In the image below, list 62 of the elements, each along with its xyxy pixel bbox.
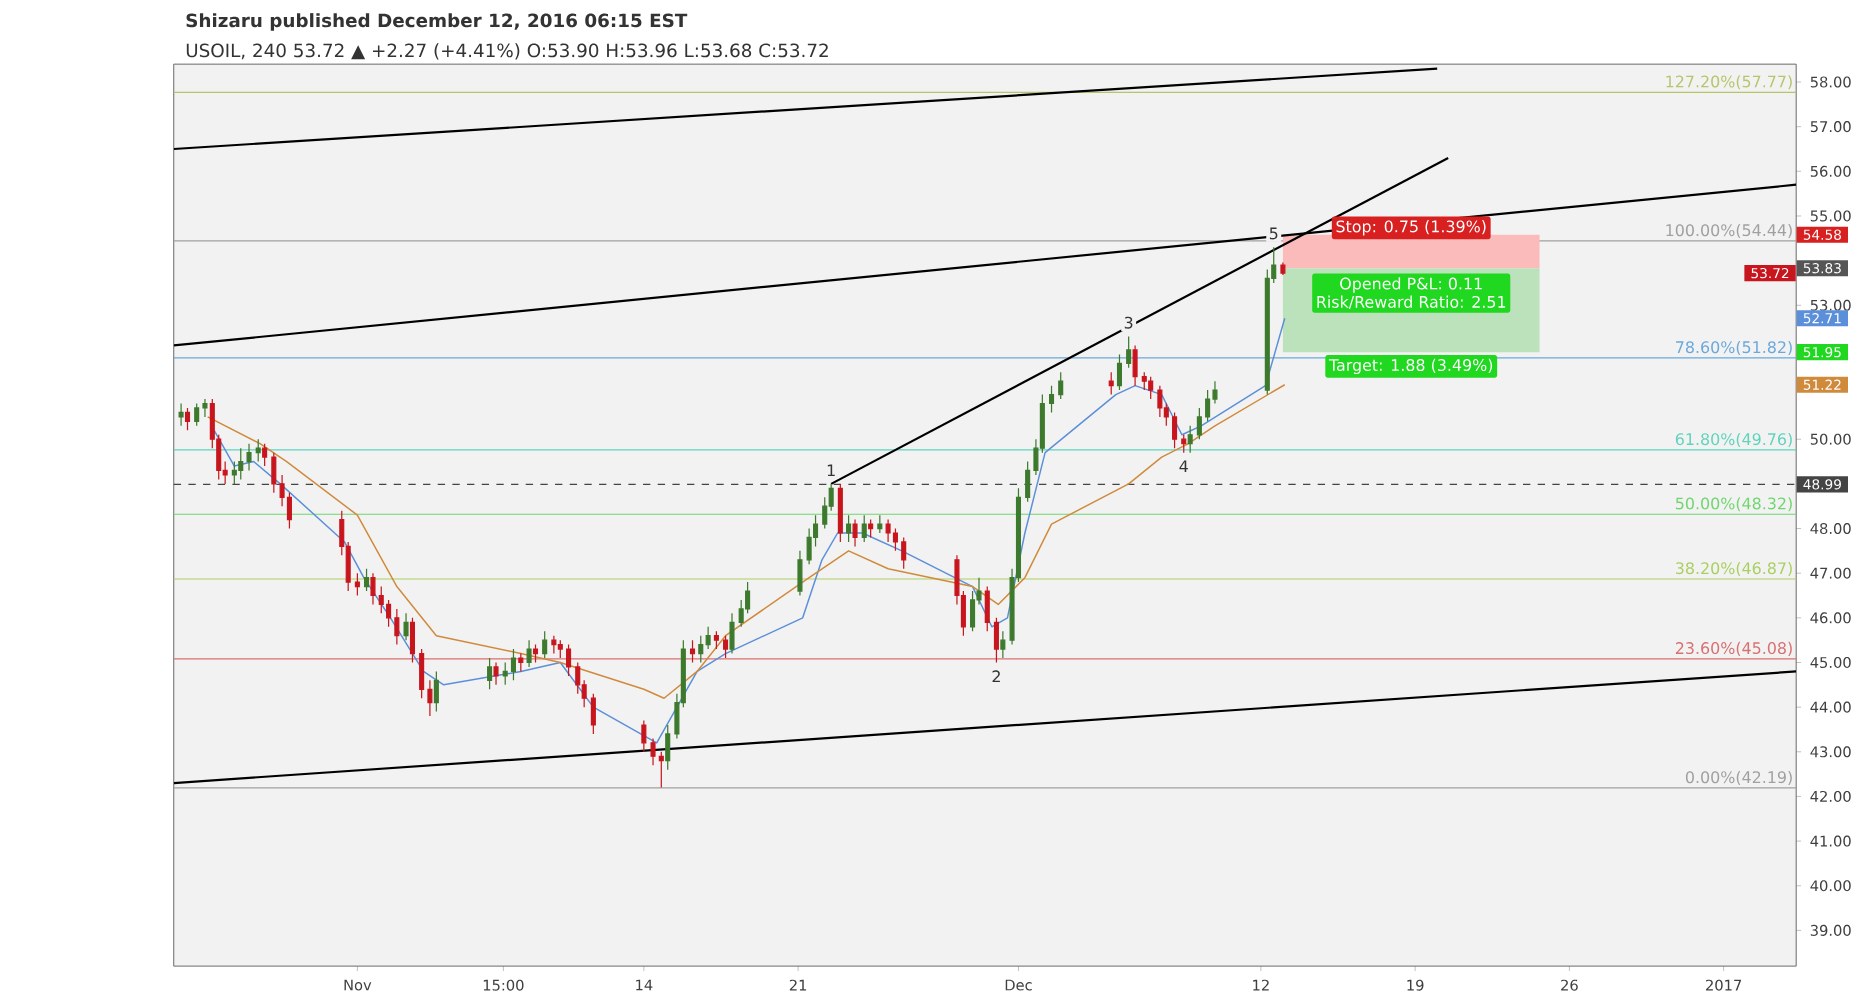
candlestick	[729, 612, 735, 655]
candlestick	[984, 585, 990, 632]
candlestick	[1181, 434, 1187, 454]
candlestick	[526, 639, 532, 668]
candlestick	[723, 634, 729, 659]
candlestick	[1148, 375, 1154, 400]
line-series	[213, 317, 1286, 744]
candlestick	[238, 447, 244, 480]
candlestick	[184, 407, 191, 431]
candlestick	[837, 483, 843, 543]
candlestick	[542, 630, 548, 659]
candlestick	[641, 719, 647, 753]
candlestick	[877, 514, 883, 534]
candlestick	[698, 634, 704, 663]
candlestick	[510, 648, 516, 681]
candlestick	[993, 617, 999, 663]
candlestick	[1000, 630, 1006, 659]
candlestick	[1058, 371, 1064, 400]
candlestick	[1108, 371, 1114, 396]
candlestick	[885, 518, 891, 543]
candlestick	[409, 617, 416, 663]
candlestick	[566, 643, 572, 677]
candlestick	[246, 442, 252, 471]
candlestick	[178, 402, 184, 427]
candlestick	[1048, 384, 1055, 413]
candlestick	[1280, 261, 1286, 276]
candlestick	[394, 608, 400, 646]
candlestick	[370, 572, 376, 605]
candlestick	[518, 652, 524, 672]
candlestick	[1172, 411, 1178, 449]
candlestick	[255, 438, 261, 463]
chart-subtitle: USOIL, 240 53.72 ▲ +2.27 (+4.41%) O:53.90 H:53.96 L:53.68 C:53.72	[186, 43, 828, 60]
candlestick	[1116, 353, 1123, 391]
candlestick	[493, 661, 499, 686]
candlestick	[590, 693, 596, 735]
candlestick	[364, 567, 370, 592]
line-series	[206, 383, 1286, 699]
candlestick	[551, 634, 557, 655]
candlestick	[852, 518, 858, 547]
candlestick	[665, 724, 671, 771]
candlestick	[1126, 335, 1132, 369]
candlestick	[202, 398, 208, 418]
candlestick	[354, 572, 360, 596]
candlestick	[194, 402, 200, 427]
candlestick	[797, 550, 803, 596]
candlestick	[403, 612, 409, 641]
candlestick	[689, 639, 696, 663]
candlestick	[532, 643, 539, 663]
candlestick	[262, 442, 268, 467]
candlestick	[271, 451, 277, 494]
candlestick	[901, 536, 907, 570]
candlestick	[846, 514, 852, 543]
candlestick	[1187, 425, 1193, 454]
chart-title: Shizaru published December 12, 2016 06:15 EST	[186, 13, 688, 31]
candlestick	[868, 518, 874, 538]
candlestick	[1132, 344, 1138, 387]
candlestick	[713, 630, 719, 650]
candlestick	[487, 657, 493, 690]
candlestick	[861, 514, 867, 543]
candlestick	[1141, 371, 1147, 391]
candlestick	[433, 670, 439, 713]
candlestick	[1157, 384, 1163, 418]
